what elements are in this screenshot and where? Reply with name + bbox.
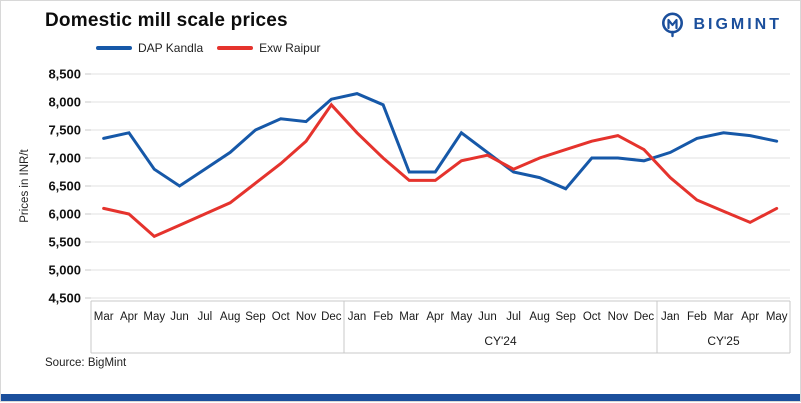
cy-label: CY'24 bbox=[484, 334, 517, 348]
bottom-accent-bar bbox=[1, 394, 800, 401]
month-label: Oct bbox=[272, 311, 291, 323]
legend-label: Exw Raipur bbox=[259, 41, 321, 55]
month-label: Jun bbox=[478, 311, 497, 323]
legend-swatch-red bbox=[217, 46, 254, 50]
month-label: Nov bbox=[608, 311, 629, 323]
chart-legend: DAP Kandla Exw Raipur bbox=[96, 41, 321, 55]
y-tick-label: 8,000 bbox=[48, 95, 81, 110]
brand-name: BIGMINT bbox=[693, 15, 782, 33]
month-label: Feb bbox=[687, 311, 707, 323]
y-tick-label: 6,000 bbox=[48, 207, 81, 222]
month-label: Jan bbox=[661, 311, 680, 323]
y-tick-label: 5,500 bbox=[48, 235, 81, 250]
series-line-dap-kandla bbox=[102, 92, 779, 191]
month-label: Nov bbox=[296, 311, 317, 323]
legend-swatch-blue bbox=[96, 46, 132, 50]
month-label: May bbox=[143, 311, 165, 323]
month-label: Mar bbox=[714, 311, 734, 323]
series-line-exw-raipur bbox=[102, 102, 779, 239]
month-label: Sep bbox=[555, 311, 575, 323]
month-label: Dec bbox=[321, 311, 342, 323]
y-tick-label: 7,000 bbox=[48, 151, 81, 166]
chart-title: Domestic mill scale prices bbox=[45, 10, 288, 31]
month-label: Oct bbox=[583, 311, 602, 323]
bigmint-logo: BIGMINT bbox=[659, 11, 782, 38]
source-note: Source: BigMint bbox=[45, 357, 127, 369]
y-tick-label: 4,500 bbox=[48, 291, 81, 306]
month-label: Jul bbox=[197, 311, 212, 323]
month-label: Feb bbox=[373, 311, 393, 323]
y-tick-label: 7,500 bbox=[48, 123, 81, 138]
y-axis-title: Prices in INR/t bbox=[19, 148, 31, 222]
bigmint-logo-icon bbox=[662, 12, 684, 38]
legend-label: DAP Kandla bbox=[138, 41, 204, 55]
month-label: Sep bbox=[245, 311, 265, 323]
month-label: Mar bbox=[94, 311, 114, 323]
month-label: Mar bbox=[399, 311, 419, 323]
month-label: Apr bbox=[741, 311, 759, 323]
cy-label: CY'25 bbox=[707, 334, 740, 348]
month-label: Aug bbox=[220, 311, 240, 323]
y-tick-label: 5,000 bbox=[48, 263, 81, 278]
month-label: Jun bbox=[170, 311, 189, 323]
month-label: May bbox=[766, 311, 788, 323]
month-label: May bbox=[451, 311, 473, 323]
month-label: Aug bbox=[529, 311, 549, 323]
month-label: Dec bbox=[634, 311, 655, 323]
month-label: Apr bbox=[120, 311, 138, 323]
y-tick-label: 8,500 bbox=[48, 67, 81, 82]
month-label: Apr bbox=[426, 311, 444, 323]
month-label: Jan bbox=[348, 311, 367, 323]
legend-item-dap-kandla: DAP Kandla bbox=[96, 41, 203, 55]
y-tick-label: 6,500 bbox=[48, 179, 81, 194]
legend-item-exw-raipur: Exw Raipur bbox=[217, 41, 321, 55]
month-label: Jul bbox=[506, 311, 521, 323]
